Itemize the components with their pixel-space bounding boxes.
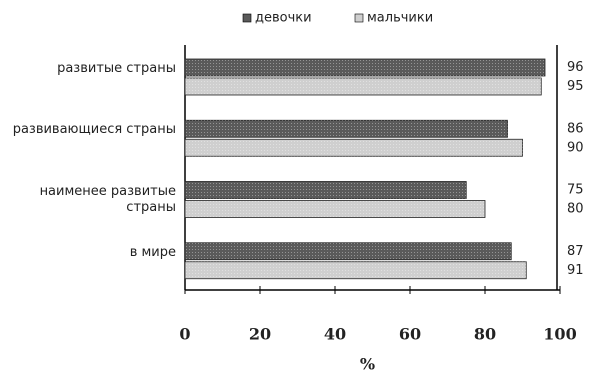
x-tick-label: 40 [324,325,346,344]
value-label: 96 [567,60,584,75]
legend-swatch [242,13,252,23]
category-label: наименее развитые страны [39,183,176,215]
bar-texture [185,261,527,279]
category-label: развитые страны [57,61,176,76]
category-label: развивающиеся страны [12,122,176,138]
bar-texture [185,78,542,95]
value-label: 75 [567,183,584,198]
bar-texture [185,59,545,76]
value-label: 87 [567,244,584,259]
bar-texture [185,139,523,157]
value-label: 91 [567,263,584,278]
bar-texture [185,120,508,138]
x-tick-label: 80 [474,325,496,344]
x-tick-label: 20 [249,325,271,344]
x-tick-label: 60 [399,325,421,344]
legend-swatch [354,13,364,23]
x-axis-label: % [360,355,375,374]
value-label: 86 [567,121,584,136]
x-tick-label: 0 [179,325,190,344]
bar-texture [185,181,467,199]
value-label: 80 [567,202,584,217]
x-tick-label: 100 [543,325,576,344]
value-label: 95 [567,79,584,94]
bar-texture [185,242,512,260]
legend-label: девочки [255,11,312,26]
category-label: в мире [129,244,176,260]
legend-label: мальчики [367,11,433,26]
bar-texture [185,200,485,218]
value-label: 90 [567,140,584,155]
